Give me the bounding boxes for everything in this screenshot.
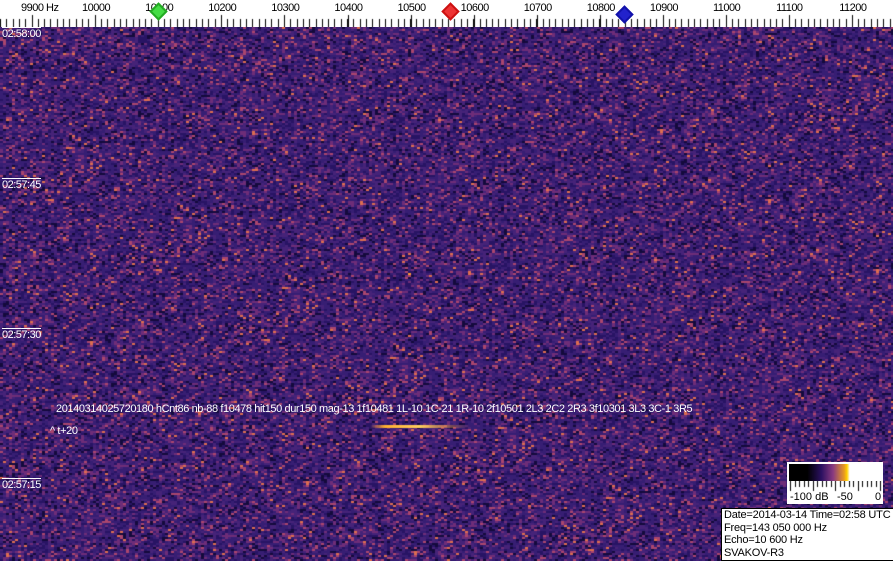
frequency-label: 10500 xyxy=(397,2,427,14)
frequency-label: 10700 xyxy=(523,2,553,14)
colorbar-label: 0 xyxy=(875,491,882,503)
frequency-label: 10800 xyxy=(586,2,616,14)
frequency-label: 11100 xyxy=(776,2,803,14)
colorbar-label: -50 xyxy=(837,491,853,503)
frequency-label: 10000 xyxy=(82,2,111,14)
frequency-label: 10600 xyxy=(460,2,490,14)
frequency-label: 11200 xyxy=(839,2,867,14)
detection-offset: ^ t+20 xyxy=(50,425,78,437)
echo-frequency: Echo=10 600 Hz xyxy=(724,534,803,546)
time-label: 02:57:30 xyxy=(2,328,41,341)
colorbar-label: -100 dB xyxy=(790,491,829,503)
colorbar: -100 dB -50 0 xyxy=(787,462,883,504)
detection-text: 20140314025720180 hCnt86 nb-88 f10478 hi… xyxy=(56,403,693,415)
frequency-label: 11000 xyxy=(713,2,741,14)
frequency-scale: 9900 Hz 10000101001020010300104001050010… xyxy=(0,0,893,27)
colorbar-gradient xyxy=(789,464,881,481)
date-time: Date=2014-03-14 Time=02:58 UTC xyxy=(724,509,891,521)
time-label: 02:57:15 xyxy=(2,478,41,491)
station-name: SVAKOV-R3 xyxy=(724,546,784,559)
frequency: Freq=143 050 000 Hz xyxy=(724,521,827,534)
frequency-unit-label: 9900 Hz xyxy=(21,2,59,14)
frequency-label: 10300 xyxy=(271,2,300,14)
time-label: 02:57:45 xyxy=(2,178,41,191)
colorbar-ticks xyxy=(787,481,883,493)
time-label: 02:58:00 xyxy=(2,27,41,40)
frequency-label: 10200 xyxy=(208,2,237,14)
frequency-label: 10400 xyxy=(334,2,363,14)
info-box: Date=2014-03-14 Time=02:58 UTC Freq=143 … xyxy=(721,508,893,561)
frequency-label: 10900 xyxy=(649,2,679,14)
waterfall-spectrogram xyxy=(0,27,893,561)
